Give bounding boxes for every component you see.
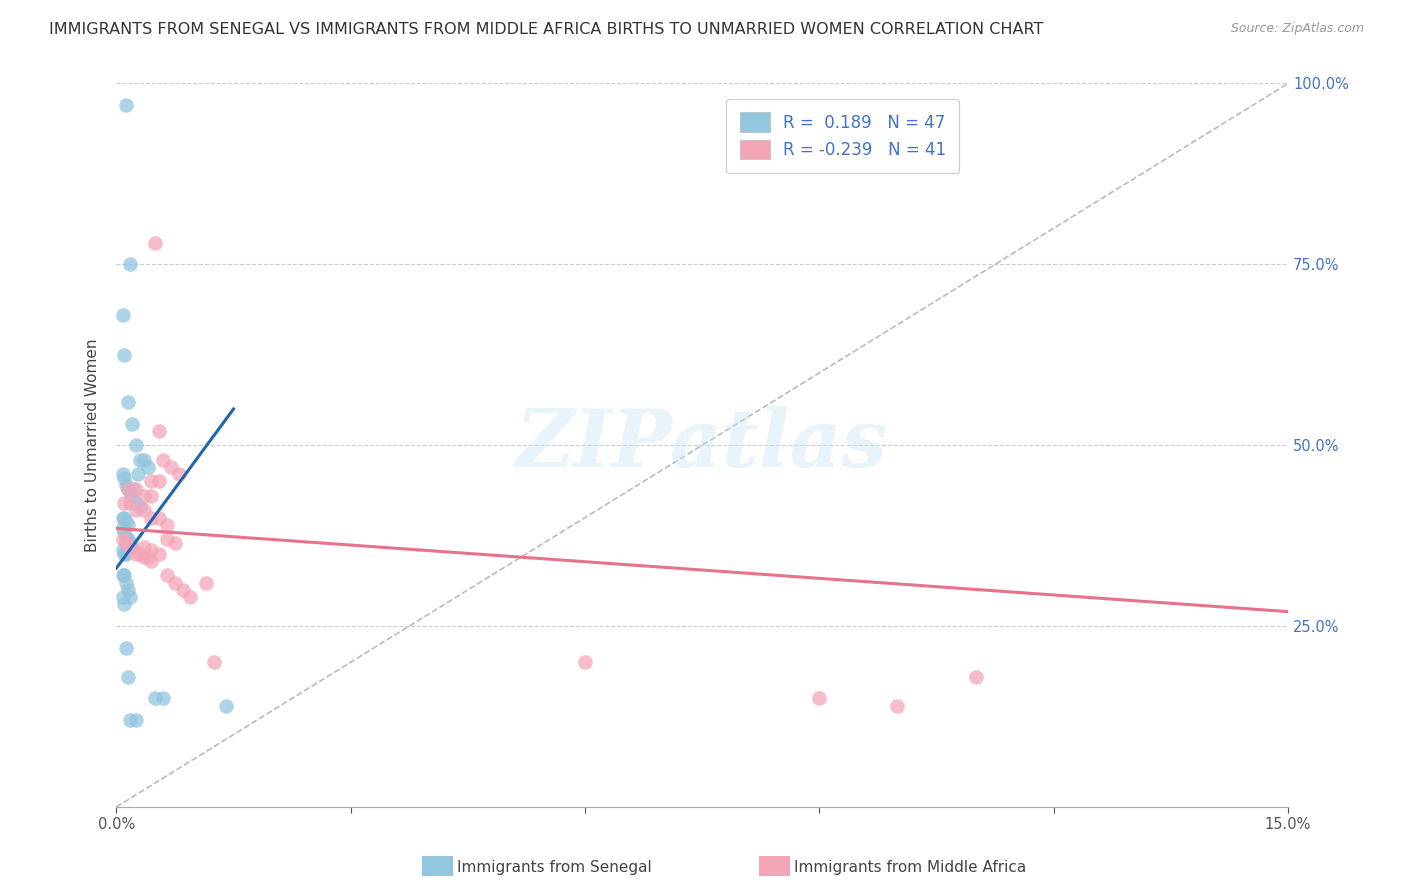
Point — [132, 489, 155, 503]
Point — [120, 713, 142, 727]
Point — [128, 500, 150, 514]
Point — [125, 496, 148, 510]
Point — [132, 540, 155, 554]
Text: IMMIGRANTS FROM SENEGAL VS IMMIGRANTS FROM MIDDLE AFRICA BIRTHS TO UNMARRIED WOM: IMMIGRANTS FROM SENEGAL VS IMMIGRANTS FR… — [49, 22, 1043, 37]
Point — [121, 417, 143, 431]
Point — [156, 533, 179, 547]
Point — [163, 536, 186, 550]
Point — [114, 98, 136, 112]
Point — [132, 503, 155, 517]
Point — [163, 575, 186, 590]
Point — [141, 489, 163, 503]
Point — [808, 691, 831, 706]
Point — [117, 482, 139, 496]
Point — [152, 691, 174, 706]
Legend: R =  0.189   N = 47, R = -0.239   N = 41: R = 0.189 N = 47, R = -0.239 N = 41 — [727, 99, 959, 172]
Text: Immigrants from Senegal: Immigrants from Senegal — [457, 860, 652, 874]
Point — [112, 348, 135, 362]
Point — [141, 554, 163, 568]
Point — [128, 547, 150, 561]
Point — [132, 550, 155, 565]
Y-axis label: Births to Unmarried Women: Births to Unmarried Women — [86, 338, 100, 552]
Point — [112, 496, 135, 510]
Point — [111, 521, 134, 535]
Point — [148, 510, 170, 524]
Point — [965, 670, 987, 684]
Point — [179, 590, 201, 604]
Point — [114, 536, 136, 550]
Point — [120, 496, 142, 510]
Point — [112, 547, 135, 561]
Point — [172, 582, 194, 597]
Point — [111, 543, 134, 558]
Point — [120, 540, 142, 554]
Point — [114, 533, 136, 547]
Point — [117, 582, 139, 597]
Point — [114, 640, 136, 655]
Point — [148, 547, 170, 561]
Point — [125, 503, 148, 517]
Point — [152, 452, 174, 467]
Point — [127, 467, 149, 482]
Point — [195, 575, 218, 590]
Point — [117, 533, 139, 547]
Point — [136, 550, 159, 565]
Point — [120, 485, 142, 500]
Point — [111, 308, 134, 322]
Point — [148, 424, 170, 438]
Point — [128, 452, 150, 467]
Point — [120, 536, 142, 550]
Point — [114, 478, 136, 492]
Point — [160, 459, 183, 474]
Point — [112, 598, 135, 612]
Text: ZIPatlas: ZIPatlas — [516, 407, 889, 484]
Point — [156, 568, 179, 582]
Point — [143, 235, 166, 250]
Point — [574, 655, 596, 669]
Point — [114, 575, 136, 590]
Point — [148, 475, 170, 489]
Point — [111, 590, 134, 604]
Point — [111, 568, 134, 582]
Point — [121, 489, 143, 503]
Point — [114, 514, 136, 528]
Point — [117, 670, 139, 684]
Point — [112, 524, 135, 539]
Point — [141, 475, 163, 489]
Point — [143, 691, 166, 706]
Point — [141, 510, 163, 524]
Point — [112, 510, 135, 524]
Point — [125, 713, 148, 727]
Point — [214, 698, 236, 713]
Point — [112, 568, 135, 582]
Point — [111, 533, 134, 547]
Point — [132, 452, 155, 467]
Point — [122, 482, 145, 496]
Point — [202, 655, 225, 669]
Point — [125, 547, 148, 561]
Point — [136, 459, 159, 474]
Point — [112, 471, 135, 485]
Point — [114, 547, 136, 561]
Point — [121, 540, 143, 554]
Point — [156, 517, 179, 532]
Point — [111, 467, 134, 482]
Point — [125, 438, 148, 452]
Point — [111, 510, 134, 524]
Point — [167, 467, 190, 482]
Text: Source: ZipAtlas.com: Source: ZipAtlas.com — [1230, 22, 1364, 36]
Point — [117, 517, 139, 532]
Point — [125, 482, 148, 496]
Point — [117, 482, 139, 496]
Point — [886, 698, 908, 713]
Point — [141, 543, 163, 558]
Point — [117, 394, 139, 409]
Point — [120, 257, 142, 271]
Point — [120, 590, 142, 604]
Text: Immigrants from Middle Africa: Immigrants from Middle Africa — [794, 860, 1026, 874]
